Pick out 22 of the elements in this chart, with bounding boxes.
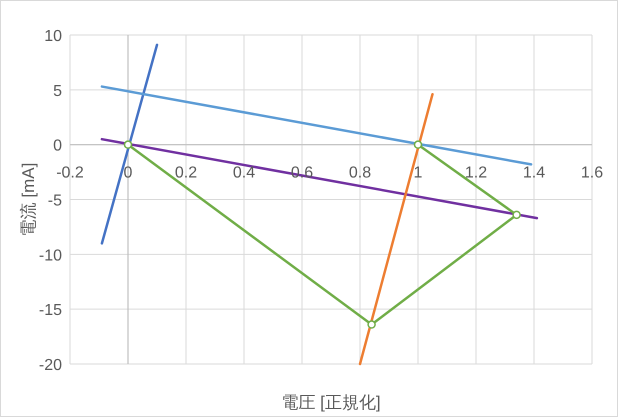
x-tick-label: -0.2 bbox=[56, 164, 84, 182]
point bbox=[512, 210, 521, 220]
x-tick-label: 1.6 bbox=[580, 164, 604, 182]
x-tick-label: 0 bbox=[124, 164, 133, 182]
x-tick-label: 0.8 bbox=[348, 164, 372, 182]
x-tick-label: 0.4 bbox=[232, 164, 256, 182]
y-tick-label: -10 bbox=[38, 247, 62, 264]
x-tick-label: 1.4 bbox=[522, 164, 546, 182]
y-axis-title: 電流 [mA] bbox=[19, 162, 38, 236]
point bbox=[367, 320, 376, 329]
x-axis-title: 電圧 [正規化] bbox=[281, 393, 381, 412]
y-tick-label: -20 bbox=[38, 357, 62, 374]
x-tick-label: 1 bbox=[414, 164, 423, 182]
y-tick-label: -15 bbox=[38, 302, 62, 320]
x-tick-label: 1.2 bbox=[464, 164, 488, 182]
point bbox=[414, 140, 422, 149]
point bbox=[124, 140, 132, 149]
x-tick-label: 0.2 bbox=[174, 164, 198, 182]
y-tick-label: 10 bbox=[44, 28, 62, 45]
y-tick-label: 0 bbox=[53, 138, 62, 155]
y-tick-label: -5 bbox=[48, 192, 62, 210]
y-tick-label: 5 bbox=[53, 82, 62, 100]
